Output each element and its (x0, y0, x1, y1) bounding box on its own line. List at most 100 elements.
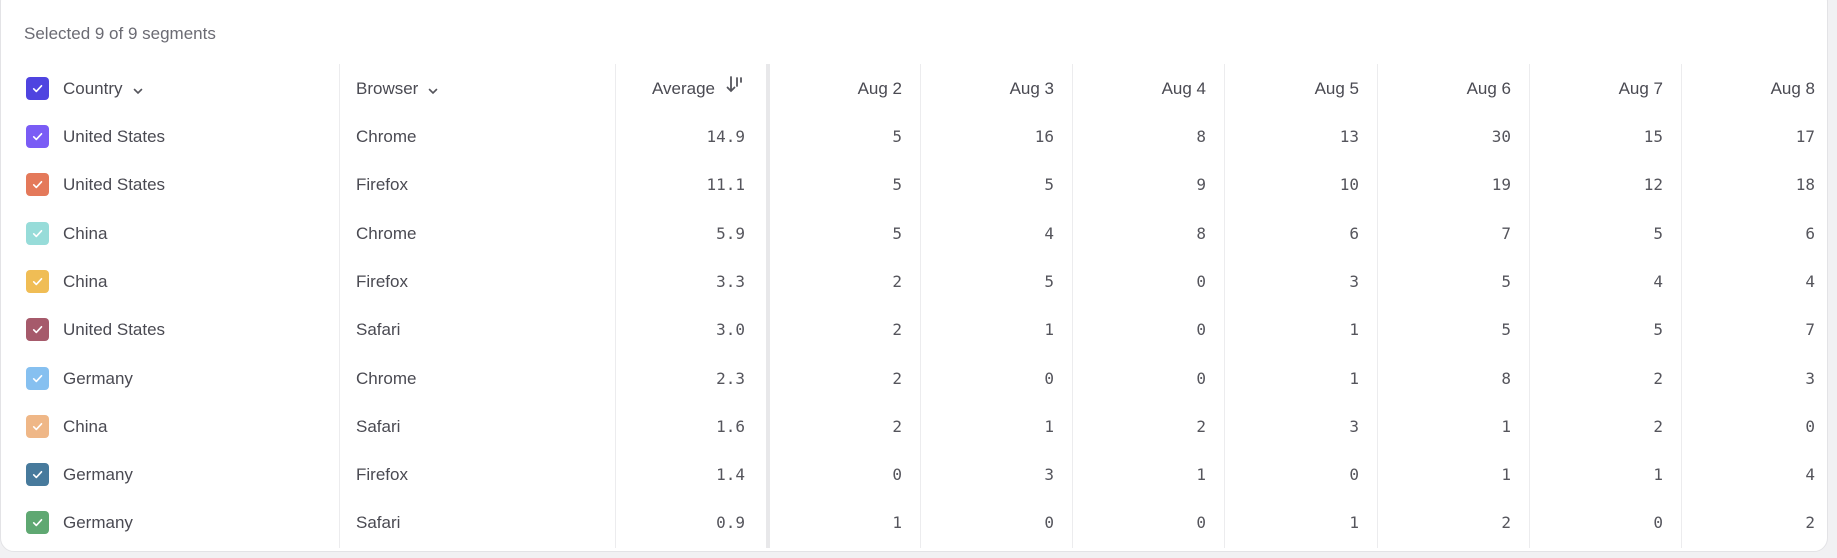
table-row[interactable]: United States Chrome 14.9 5 16 8 13 30 15 17 (0, 113, 1828, 161)
country-cell: China (63, 271, 108, 291)
value-cell: 1 (1349, 368, 1359, 388)
value-cell: 1 (1653, 465, 1663, 485)
column-divider (1529, 64, 1530, 548)
table-row[interactable]: China Firefox 3.3 2 5 0 3 5 4 4 (0, 258, 1828, 306)
date-column-header[interactable]: Aug 6 (1466, 79, 1511, 98)
value-cell: 4 (1044, 223, 1054, 243)
value-cell: 8 (1196, 223, 1206, 243)
browser-cell: Firefox (356, 271, 408, 291)
value-cell: 10 (1339, 175, 1359, 195)
value-cell: 3 (1044, 465, 1054, 485)
table-row[interactable]: China Chrome 5.9 5 4 8 6 7 5 6 (0, 210, 1828, 258)
sort-descending-icon[interactable] (725, 66, 745, 114)
average-cell: 3.3 (716, 271, 745, 291)
selection-caption: Selected 9 of 9 segments (24, 24, 216, 43)
country-cell: United States (63, 320, 166, 340)
value-cell: 7 (1501, 223, 1511, 243)
value-cell: 12 (1643, 175, 1663, 195)
value-cell: 8 (1501, 368, 1511, 388)
value-cell: 0 (1805, 416, 1815, 436)
value-cell: 4 (1805, 271, 1815, 291)
browser-column-header[interactable]: Browser (356, 65, 438, 113)
value-cell: 18 (1795, 175, 1815, 195)
date-column-header[interactable]: Aug 8 (1770, 79, 1815, 98)
value-cell: 2 (892, 368, 902, 388)
country-column-header[interactable]: Country (63, 65, 143, 113)
checkmark-icon (32, 519, 43, 527)
value-cell: 7 (1805, 320, 1815, 340)
value-cell: 1 (1501, 416, 1511, 436)
date-column-header[interactable]: Aug 7 (1618, 79, 1663, 98)
segment-checkbox[interactable] (26, 511, 49, 535)
checkmark-icon (32, 84, 43, 93)
table-row[interactable]: United States Safari 3.0 2 1 0 1 5 5 7 (0, 306, 1828, 354)
value-cell: 1 (1501, 465, 1511, 485)
segment-checkbox[interactable] (26, 414, 49, 438)
country-cell: Germany (63, 465, 133, 485)
column-divider (920, 64, 921, 548)
average-cell: 1.4 (716, 465, 745, 485)
average-column-header[interactable]: Average (652, 65, 745, 113)
segment-checkbox[interactable] (26, 318, 49, 342)
segment-checkbox[interactable] (26, 125, 49, 148)
value-cell: 0 (1653, 513, 1663, 533)
browser-cell: Chrome (356, 223, 417, 243)
column-divider (339, 64, 340, 548)
segment-checkbox[interactable] (26, 269, 49, 293)
table-row[interactable]: Germany Safari 0.9 1 0 0 1 2 0 2 (0, 499, 1828, 547)
country-header-label: Country (63, 79, 123, 98)
browser-cell: Chrome (356, 368, 417, 388)
browser-cell: Firefox (356, 175, 408, 195)
date-column-header[interactable]: Aug 5 (1314, 79, 1359, 98)
segment-checkbox[interactable] (26, 463, 49, 487)
value-cell: 4 (1805, 465, 1815, 485)
average-cell: 5.9 (716, 223, 745, 243)
chevron-down-icon[interactable] (428, 66, 438, 114)
chevron-down-icon[interactable] (133, 66, 143, 114)
value-cell: 0 (1044, 368, 1054, 388)
value-cell: 1 (1349, 320, 1359, 340)
average-cell: 1.6 (716, 416, 745, 436)
country-cell: Germany (63, 368, 133, 388)
value-cell: 2 (1653, 368, 1663, 388)
table-header-row: Country Browser Average Aug 2 Aug 3 Aug 4 Aug … (0, 65, 1828, 113)
date-column-header[interactable]: Aug 4 (1161, 79, 1206, 98)
average-cell: 2.3 (716, 368, 745, 388)
value-cell: 2 (892, 320, 902, 340)
value-cell: 5 (1653, 223, 1663, 243)
column-divider[interactable] (766, 64, 770, 548)
value-cell: 2 (1196, 416, 1206, 436)
browser-cell: Safari (356, 320, 401, 340)
value-cell: 5 (892, 175, 902, 195)
table-row[interactable]: United States Firefox 11.1 5 5 9 10 19 12 18 (0, 161, 1828, 209)
table-row[interactable]: Germany Chrome 2.3 2 0 0 1 8 2 3 (0, 355, 1828, 403)
value-cell: 6 (1349, 223, 1359, 243)
date-column-header[interactable]: Aug 2 (857, 79, 902, 98)
value-cell: 13 (1339, 127, 1359, 146)
value-cell: 1 (1196, 465, 1206, 485)
segment-checkbox[interactable] (26, 221, 49, 245)
value-cell: 3 (1349, 416, 1359, 436)
value-cell: 1 (1044, 416, 1054, 436)
average-cell: 0.9 (716, 513, 745, 533)
column-divider (1224, 64, 1225, 548)
checkmark-icon (32, 277, 43, 286)
country-cell: United States (63, 127, 166, 146)
table-row[interactable]: China Safari 1.6 2 1 2 3 1 2 0 (0, 403, 1828, 451)
table-row[interactable]: Germany Firefox 1.4 0 3 1 0 1 1 4 (0, 451, 1828, 499)
country-cell: United States (63, 175, 166, 195)
average-cell: 11.1 (706, 175, 745, 195)
column-divider (1681, 64, 1682, 548)
value-cell: 0 (1196, 271, 1206, 291)
value-cell: 0 (1349, 465, 1359, 485)
select-all-checkbox[interactable] (26, 77, 49, 100)
value-cell: 5 (892, 223, 902, 243)
value-cell: 8 (1196, 127, 1206, 146)
date-column-header[interactable]: Aug 3 (1009, 79, 1054, 98)
column-divider (615, 64, 616, 548)
value-cell: 0 (1196, 320, 1206, 340)
segment-checkbox[interactable] (26, 366, 49, 390)
value-cell: 17 (1795, 127, 1815, 146)
value-cell: 5 (1501, 271, 1511, 291)
segment-checkbox[interactable] (26, 173, 49, 197)
